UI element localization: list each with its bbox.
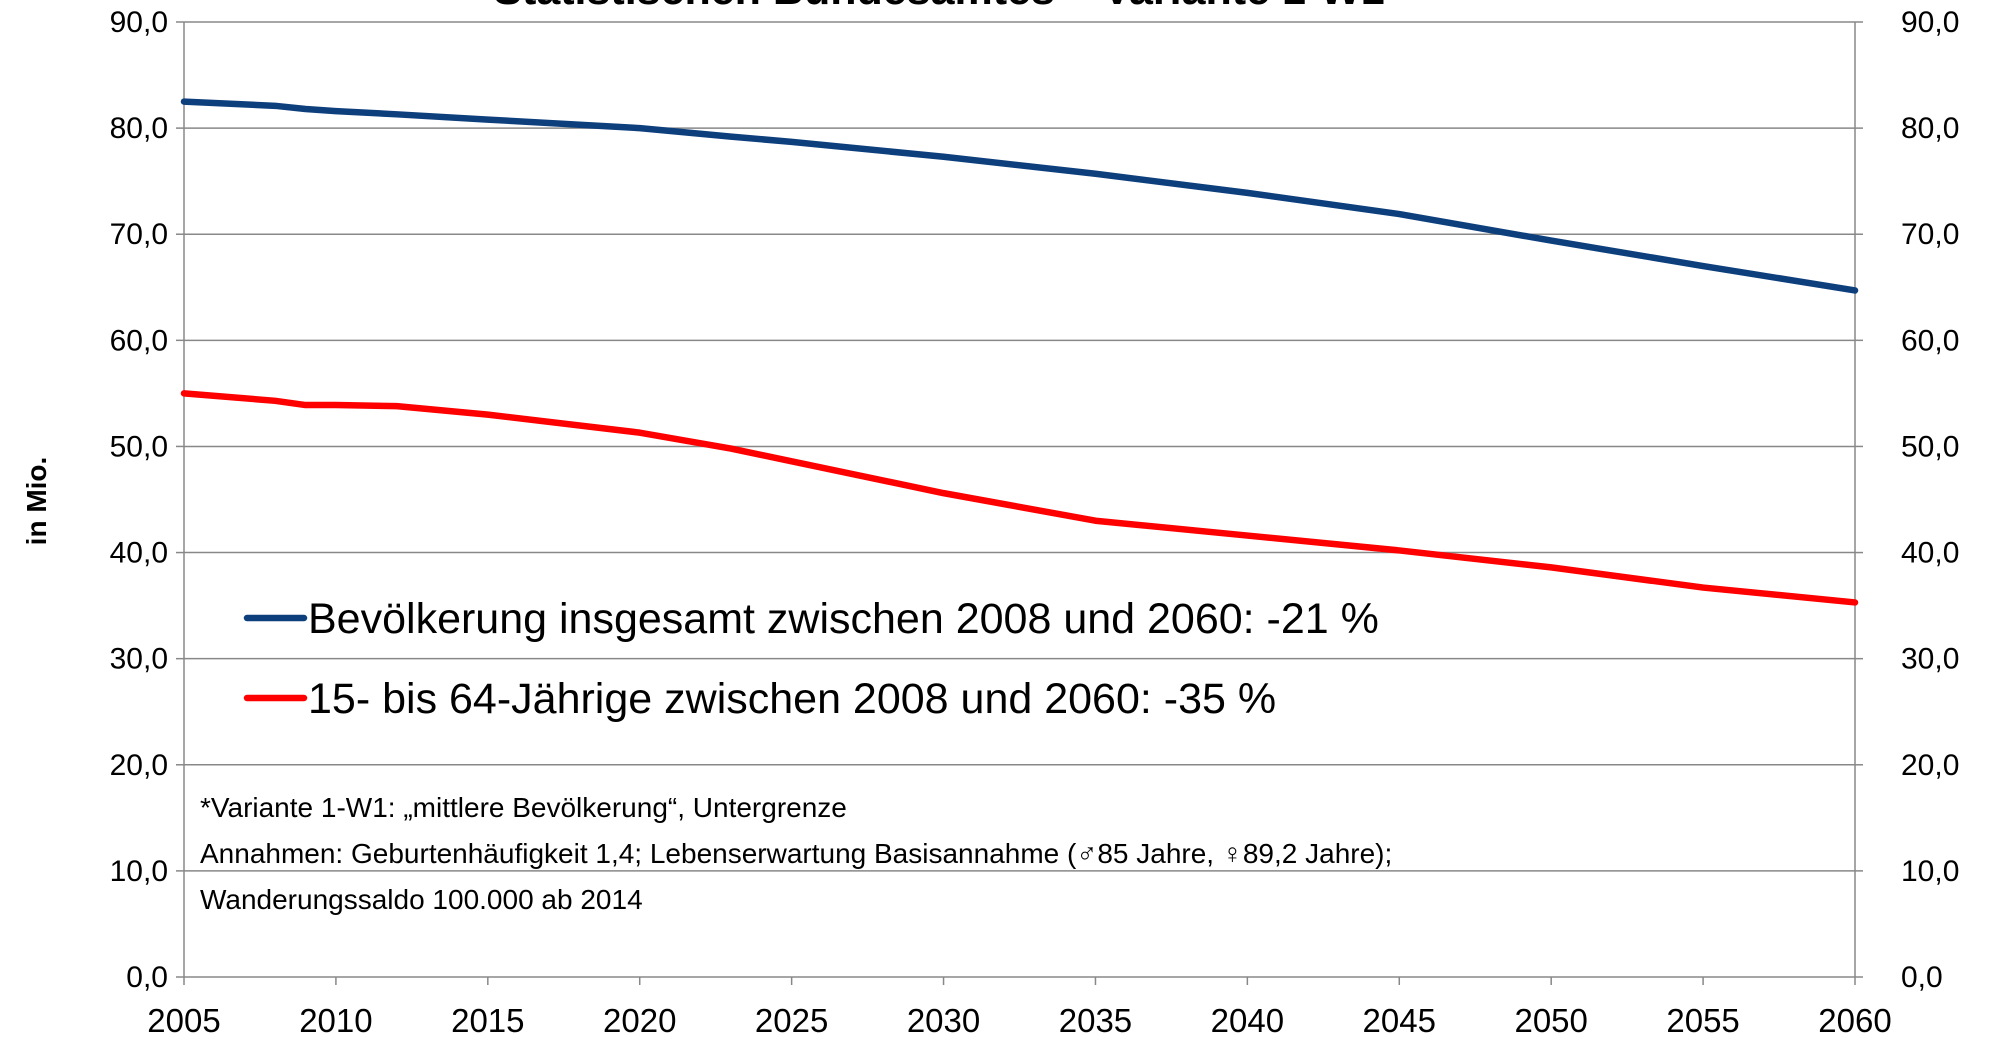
y2-tick-label: 80,0 [1901,112,1959,145]
y-tick-label: 50,0 [110,430,168,463]
y2-tick-label: 60,0 [1901,324,1959,357]
x-tick-label: 2025 [755,1002,828,1039]
annotation: Annahmen: Geburtenhäufigkeit 1,4; Lebens… [200,838,1392,869]
x-tick-label: 2035 [1059,1002,1132,1039]
x-tick-label: 2005 [147,1002,220,1039]
y-tick-label: 30,0 [110,643,168,676]
x-tick-label: 2055 [1666,1002,1739,1039]
series-line [180,390,1859,606]
y-tick-label: 70,0 [110,218,168,251]
y-tick-label: 60,0 [110,324,168,357]
y2-tick-label: 50,0 [1901,430,1959,463]
y2-tick-label: 30,0 [1901,643,1959,676]
series-line [180,98,1859,294]
x-tick-label: 2030 [907,1002,980,1039]
x-tick-label: 2045 [1363,1002,1436,1039]
annotation: *Variante 1-W1: „mittlere Bevölkerung“, … [200,792,847,823]
chart-title: Statistischen Bundesamtes – Variante 1-W… [493,0,1384,14]
x-tick-label: 2015 [451,1002,524,1039]
y-tick-label: 80,0 [110,112,168,145]
y2-tick-label: 10,0 [1901,855,1959,888]
x-tick-label: 2010 [299,1002,372,1039]
legend-label: Bevölkerung insgesamt zwischen 2008 und … [308,595,1379,643]
y-axis-label: in Mio. [21,457,52,546]
y-tick-label: 90,0 [110,6,168,39]
legend-label: 15- bis 64-Jährige zwischen 2008 und 206… [308,675,1276,723]
y-tick-label: 10,0 [110,855,168,888]
y2-tick-label: 20,0 [1901,749,1959,782]
y2-tick-label: 40,0 [1901,537,1959,570]
y-tick-label: 20,0 [110,749,168,782]
x-tick-label: 2020 [603,1002,676,1039]
x-tick-label: 2040 [1211,1002,1284,1039]
x-tick-label: 2060 [1818,1002,1891,1039]
y-tick-label: 40,0 [110,537,168,570]
annotation: Wanderungssaldo 100.000 ab 2014 [200,884,643,915]
x-tick-label: 2050 [1514,1002,1587,1039]
y-tick-label: 0,0 [126,961,168,994]
y2-tick-label: 90,0 [1901,6,1959,39]
y2-tick-label: 0,0 [1901,961,1943,994]
y2-tick-label: 70,0 [1901,218,1959,251]
